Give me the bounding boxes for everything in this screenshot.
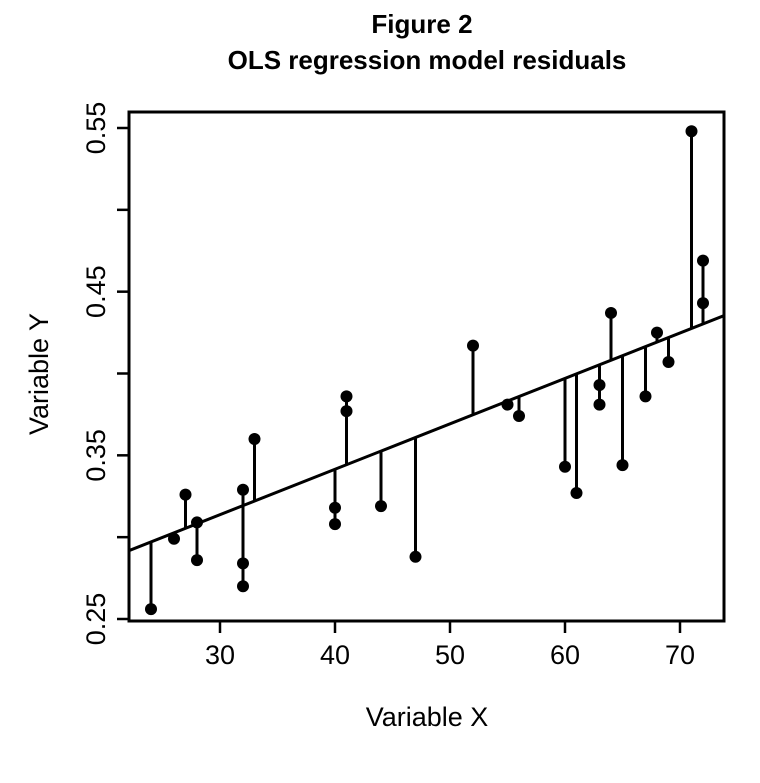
- chart-title: Figure 2: [371, 9, 472, 39]
- y-tick-label: 0.45: [81, 265, 111, 318]
- x-tick-label: 40: [320, 640, 350, 670]
- data-point: [329, 501, 341, 514]
- data-point: [237, 557, 249, 570]
- data-point: [409, 550, 422, 563]
- x-tick-label: 70: [665, 640, 695, 670]
- data-point: [513, 410, 525, 423]
- y-tick-label: 0.25: [81, 593, 111, 646]
- data-point: [329, 518, 341, 531]
- data-point: [145, 603, 157, 616]
- y-axis-label: Variable Y: [24, 313, 54, 435]
- data-point: [179, 488, 192, 501]
- data-point: [375, 500, 387, 513]
- x-tick-label: 60: [550, 640, 580, 670]
- data-point: [605, 306, 617, 319]
- data-point: [248, 432, 261, 445]
- chart-subtitle: OLS regression model residuals: [228, 45, 627, 75]
- data-point: [340, 405, 353, 418]
- data-point: [685, 125, 698, 138]
- regression-line: [129, 314, 724, 553]
- data-point: [662, 356, 675, 369]
- data-point: [616, 459, 629, 472]
- y-tick-label: 0.35: [81, 429, 111, 482]
- data-point: [697, 254, 709, 267]
- data-point: [467, 339, 479, 352]
- data-point: [593, 378, 606, 391]
- data-point: [697, 297, 709, 310]
- y-tick-label: 0.55: [81, 102, 111, 155]
- data-point: [570, 486, 583, 499]
- data-point: [237, 580, 249, 593]
- data-point: [191, 516, 203, 529]
- data-point: [191, 554, 203, 567]
- data-point: [501, 398, 514, 411]
- data-point: [237, 483, 249, 496]
- x-tick-label: 30: [205, 640, 235, 670]
- data-point: [168, 532, 180, 545]
- data-point: [651, 326, 663, 339]
- x-tick-label: 50: [435, 640, 465, 670]
- x-axis-label: Variable X: [366, 702, 489, 732]
- data-point: [559, 460, 571, 473]
- plot-frame: [127, 110, 726, 623]
- data-point: [639, 390, 652, 403]
- data-point: [340, 390, 353, 403]
- data-point: [593, 398, 606, 411]
